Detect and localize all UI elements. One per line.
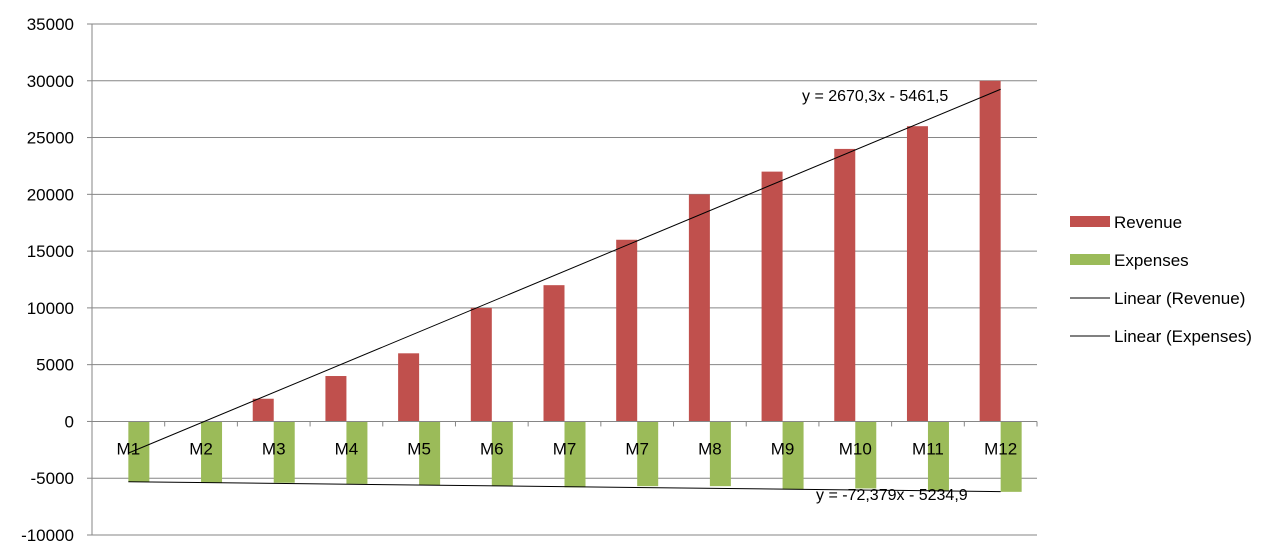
expenses-bar: [128, 421, 150, 482]
x-category-label: M8: [698, 439, 722, 458]
y-tick-label: 25000: [27, 129, 74, 148]
expenses-bar: [346, 421, 368, 484]
y-tick-label: -5000: [31, 469, 74, 488]
revenue-trend-equation: y = 2670,3x - 5461,5: [802, 88, 948, 105]
y-tick-label: -10000: [21, 526, 74, 545]
y-tick-label: 0: [65, 412, 74, 431]
expenses-bar: [201, 421, 223, 483]
expenses-bar: [709, 421, 731, 487]
revenue-bar: [761, 171, 783, 422]
trendlines: y = 2670,3x - 5461,5 y = -72,379x - 5234,…: [128, 88, 1001, 504]
legend-swatch-revenue: [1070, 216, 1110, 227]
revenue-trendline: [128, 88, 1001, 454]
expenses-bar: [855, 421, 877, 489]
legend: Revenue Expenses Linear (Revenue) Linear (E…: [1070, 213, 1252, 346]
x-category-label: M3: [262, 439, 286, 458]
expenses-bar: [637, 421, 659, 487]
x-category-label: M1: [117, 439, 141, 458]
x-category-label: M6: [480, 439, 504, 458]
y-tick-label: 10000: [27, 299, 74, 318]
revenue-bar: [979, 80, 1001, 422]
x-category-label: M4: [335, 439, 359, 458]
expenses-bar: [927, 421, 949, 491]
expenses-bar: [1000, 421, 1022, 492]
x-category-labels: M1 M2 M3 M4 M5 M6 M7 M7 M8 M9 M10 M11 M12: [117, 439, 1018, 458]
axes: [87, 23, 1038, 536]
revenue-bar: [834, 148, 856, 422]
expenses-bar: [273, 421, 295, 483]
bars: [128, 80, 1022, 492]
y-tick-label: 35000: [27, 15, 74, 34]
x-category-label: M2: [189, 439, 213, 458]
legend-label-linear-revenue: Linear (Revenue): [1114, 289, 1245, 308]
expenses-bar: [491, 421, 513, 487]
revenue-bar: [616, 239, 638, 422]
y-tick-labels: -10000 -5000 0 5000 10000 15000 20000 25000 3000…: [21, 15, 74, 545]
x-category-label: M7: [625, 439, 649, 458]
y-tick-label: 30000: [27, 72, 74, 91]
expenses-bar: [564, 421, 586, 488]
expenses-bar: [782, 421, 804, 490]
x-category-label: M10: [839, 439, 872, 458]
expenses-trend-equation: y = -72,379x - 5234,9: [816, 487, 968, 504]
legend-label-expenses: Expenses: [1114, 251, 1189, 270]
revenue-bar: [543, 285, 565, 422]
revenue-bar: [252, 398, 274, 422]
legend-swatch-expenses: [1070, 254, 1110, 265]
x-category-label: M11: [912, 439, 944, 458]
x-category-label: M9: [771, 439, 795, 458]
expenses-bar: [419, 421, 441, 486]
revenue-bar: [688, 194, 710, 422]
y-tick-label: 15000: [27, 242, 74, 261]
revenue-bar: [906, 126, 928, 422]
y-tick-label: 5000: [36, 356, 74, 375]
expenses-trendline: [128, 481, 1001, 493]
x-category-label: M7: [553, 439, 577, 458]
legend-label-revenue: Revenue: [1114, 213, 1182, 232]
revenue-bar: [398, 353, 420, 422]
x-category-label: M12: [984, 439, 1017, 458]
revenue-bar: [325, 376, 347, 422]
y-tick-label: 20000: [27, 185, 74, 204]
x-category-label: M5: [407, 439, 431, 458]
legend-label-linear-expenses: Linear (Expenses): [1114, 327, 1252, 346]
revenue-bar: [470, 307, 492, 422]
